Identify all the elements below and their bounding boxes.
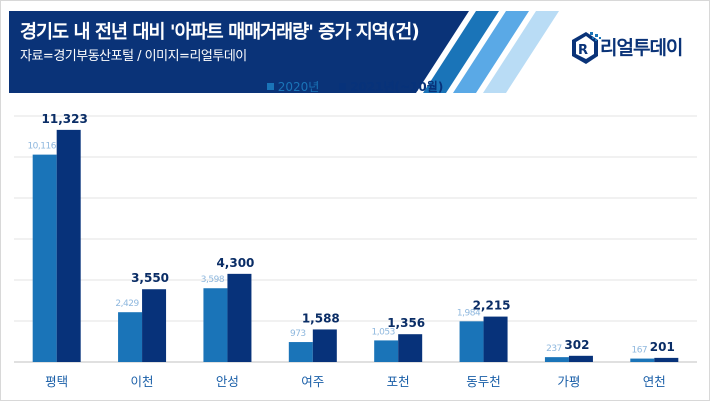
legend: 2020년 2021년(~10월) <box>0 78 710 95</box>
title-banner <box>9 11 559 93</box>
bar-2021 <box>142 289 167 362</box>
bar-2021 <box>398 334 423 362</box>
bar-2020 <box>544 357 569 362</box>
legend-label-2021: 2021년(~10월) <box>350 80 444 94</box>
bar-2020 <box>32 154 57 362</box>
data-label-2020: 973 <box>290 329 306 339</box>
data-label-2020: 3,598 <box>201 275 225 285</box>
data-label-2021: 2,215 <box>473 299 511 313</box>
bar-2020 <box>118 312 143 362</box>
bar-2021 <box>654 357 679 362</box>
data-label-2020: 2,429 <box>115 299 139 309</box>
data-label-2020: 10,116 <box>27 142 56 152</box>
category-label: 연천 <box>643 374 666 389</box>
category-label: 동두천 <box>466 374 501 389</box>
bar-2020 <box>203 288 228 362</box>
chart-subtitle: 자료=경기부동산포털 / 이미지=리얼투데이 <box>20 49 247 64</box>
svg-text:R: R <box>578 43 588 58</box>
bar-2021 <box>312 329 337 362</box>
data-label-2021: 11,323 <box>42 112 88 126</box>
bar-2020 <box>374 340 399 362</box>
legend-item-2020: 2020년 <box>266 78 320 95</box>
data-label-2021: 4,300 <box>216 256 254 270</box>
realtoday-logo-icon: R <box>572 32 601 64</box>
data-label-2020: 237 <box>546 344 562 354</box>
bar-2020 <box>459 321 484 362</box>
chart-title: 경기도 내 전년 대비 '아파트 매매거래량' 증가 지역(건) <box>20 22 420 43</box>
bar-2021 <box>56 129 81 362</box>
category-label: 가평 <box>557 374 580 389</box>
category-label: 포천 <box>387 374 410 389</box>
bar-2021 <box>483 316 508 362</box>
data-label-2021: 3,550 <box>131 271 169 285</box>
data-label-2020: 1,984 <box>457 308 481 318</box>
legend-swatch-2021 <box>339 83 347 90</box>
logo-text: 리얼투데이 <box>600 37 683 59</box>
category-label: 여주 <box>301 374 324 389</box>
bar-2020 <box>288 342 313 362</box>
bar-2020 <box>630 358 655 362</box>
category-label: 안성 <box>216 374 239 389</box>
data-label-2020: 1,053 <box>372 327 395 337</box>
category-label: 평택 <box>45 374 68 389</box>
legend-label-2020: 2020년 <box>277 80 320 94</box>
bar-2021 <box>568 355 593 362</box>
data-label-2021: 1,588 <box>302 311 340 325</box>
data-label-2021: 302 <box>564 338 589 352</box>
data-label-2021: 201 <box>650 340 675 354</box>
data-label-2021: 1,356 <box>387 316 425 330</box>
legend-item-2021: 2021년(~10월) <box>339 78 443 95</box>
bar-2021 <box>227 273 252 362</box>
category-label: 이천 <box>131 374 154 389</box>
legend-swatch-2020 <box>266 83 274 90</box>
data-label-2020: 167 <box>631 346 647 356</box>
